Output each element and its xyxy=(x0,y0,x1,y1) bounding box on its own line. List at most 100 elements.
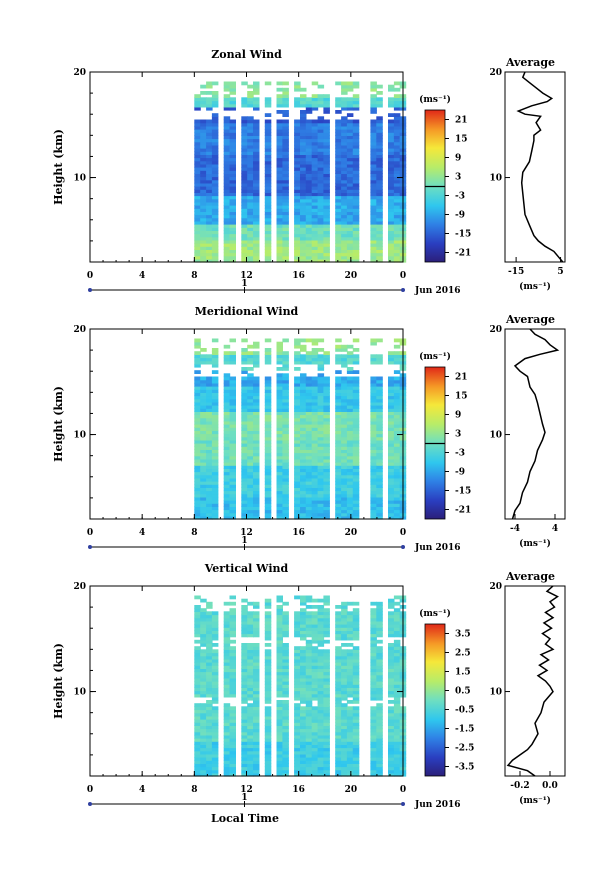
colorbar-unit: (ms⁻¹) xyxy=(419,351,451,362)
colorbar-tick-label: 1.5 xyxy=(455,668,471,678)
profile-title: Average xyxy=(505,570,555,583)
profile-y-tick-label: 20 xyxy=(489,325,502,335)
y-axis-label: Height (km) xyxy=(52,129,65,205)
x-tick-label: 20 xyxy=(345,528,358,538)
y-tick-label: 20 xyxy=(73,325,86,335)
y-tick-label: 20 xyxy=(73,582,86,592)
colorbar-tick-label: -1.5 xyxy=(455,725,474,735)
colorbar-tick-label: -2.5 xyxy=(455,744,474,754)
profile-line xyxy=(506,585,559,777)
x-tick-label: 0 xyxy=(400,528,406,538)
colorbar-tick-label: -0.5 xyxy=(455,706,474,716)
colorbar-tick-label: 21 xyxy=(455,373,468,383)
profile-title: Average xyxy=(505,313,555,326)
profile-frame xyxy=(504,328,566,520)
panel-1: Zonal Wind 0 4 8 12 16 20 0 10 20 Height (km) 1 Jun … xyxy=(52,48,566,296)
x-tick-label: 8 xyxy=(191,271,197,281)
profile-x-tick-label: -0.2 xyxy=(510,781,529,791)
colorbar xyxy=(424,623,446,777)
profile-x-tick-label: 4 xyxy=(552,524,558,534)
x-tick-label: 0 xyxy=(400,785,406,795)
y-tick-label: 10 xyxy=(73,688,86,698)
profile-line xyxy=(516,71,564,263)
x-tick-label: 12 xyxy=(240,785,253,795)
day-label: 1 xyxy=(241,536,247,546)
profile-unit: (ms⁻¹) xyxy=(519,281,551,292)
colorbar-tick-label: -9 xyxy=(455,211,465,221)
profile-y-tick-label: 10 xyxy=(489,174,502,184)
colorbar-tick-label: -21 xyxy=(455,506,471,516)
heatmap-cells xyxy=(194,595,407,777)
colorbar-tick-label: 9 xyxy=(455,411,461,421)
panel-title: Zonal Wind xyxy=(211,48,282,61)
date-marker-end xyxy=(401,545,405,549)
x-tick-label: 12 xyxy=(240,528,253,538)
panel-title: Vertical Wind xyxy=(204,562,289,575)
x-tick-label: 4 xyxy=(139,785,145,795)
profile-line xyxy=(511,328,560,520)
x-tick-label: 20 xyxy=(345,271,358,281)
y-tick-label: 20 xyxy=(73,68,86,78)
profile-x-tick-label: -4 xyxy=(510,524,520,534)
x-tick-label: 0 xyxy=(400,271,406,281)
profile-title: Average xyxy=(505,56,555,69)
colorbar-tick-label: 15 xyxy=(455,135,468,145)
colorbar-tick-label: 15 xyxy=(455,392,468,402)
x-tick-label: 4 xyxy=(139,271,145,281)
date-label: Jun 2016 xyxy=(414,543,461,553)
colorbar-tick-label: -3.5 xyxy=(455,763,474,773)
x-tick-label: 16 xyxy=(292,271,305,281)
y-axis-label: Height (km) xyxy=(52,386,65,462)
colorbar-tick-label: 3 xyxy=(455,173,461,183)
colorbar-tick-label: 3 xyxy=(455,430,461,440)
date-marker-start xyxy=(88,545,92,549)
colorbar-tick-label: 9 xyxy=(455,154,461,164)
profile-unit: (ms⁻¹) xyxy=(519,538,551,549)
profile-y-tick-label: 10 xyxy=(489,431,502,441)
heatmap-cells xyxy=(194,81,407,263)
day-label: 1 xyxy=(241,793,247,803)
panel-3: Vertical Wind 0 4 8 12 16 20 0 10 20 Height (km) 1 J… xyxy=(52,562,566,810)
x-tick-label: 20 xyxy=(345,785,358,795)
x-tick-label: 16 xyxy=(292,528,305,538)
x-axis-label: Local Time xyxy=(211,812,279,825)
colorbar-tick-label: -15 xyxy=(455,230,471,240)
profile-x-tick-label: 5 xyxy=(557,267,563,277)
date-marker-end xyxy=(401,288,405,292)
y-tick-label: 10 xyxy=(73,431,86,441)
x-tick-label: 12 xyxy=(240,271,253,281)
colorbar-tick-label: -21 xyxy=(455,249,471,259)
x-tick-label: 0 xyxy=(87,528,93,538)
profile-y-tick-label: 20 xyxy=(489,68,502,78)
colorbar-tick-label: -15 xyxy=(455,487,471,497)
colorbar-tick-label: -9 xyxy=(455,468,465,478)
x-tick-label: 0 xyxy=(87,785,93,795)
x-tick-label: 8 xyxy=(191,785,197,795)
panel-title: Meridional Wind xyxy=(195,305,299,318)
x-tick-label: 0 xyxy=(87,271,93,281)
date-marker-start xyxy=(88,802,92,806)
x-tick-label: 8 xyxy=(191,528,197,538)
colorbar-unit: (ms⁻¹) xyxy=(419,94,451,105)
profile-x-tick-label: -15 xyxy=(508,267,524,277)
colorbar-tick-label: -3 xyxy=(455,449,465,459)
profile-frame xyxy=(504,585,566,777)
profile-unit: (ms⁻¹) xyxy=(519,795,551,806)
day-label: 1 xyxy=(241,279,247,289)
colorbar-unit: (ms⁻¹) xyxy=(419,608,451,619)
date-marker-start xyxy=(88,288,92,292)
panel-2: Meridional Wind 0 4 8 12 16 20 0 10 20 Height (km)… xyxy=(52,305,566,553)
profile-x-tick-label: 0.0 xyxy=(542,781,558,791)
date-label: Jun 2016 xyxy=(414,286,461,296)
colorbar-tick-label: 0.5 xyxy=(455,687,471,697)
x-tick-label: 16 xyxy=(292,785,305,795)
profile-y-tick-label: 10 xyxy=(489,688,502,698)
heatmap-cells xyxy=(194,338,407,520)
colorbar-tick-label: 21 xyxy=(455,116,468,126)
y-tick-label: 10 xyxy=(73,174,86,184)
colorbar-tick-label: -3 xyxy=(455,192,465,202)
date-marker-end xyxy=(401,802,405,806)
profile-frame xyxy=(504,71,566,263)
date-label: Jun 2016 xyxy=(414,800,461,810)
profile-y-tick-label: 20 xyxy=(489,582,502,592)
